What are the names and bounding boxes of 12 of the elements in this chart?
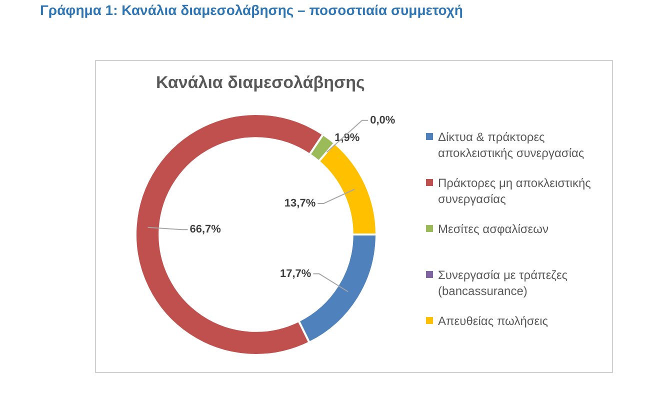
data-label: 13,7%	[284, 197, 316, 210]
chart-subtitle: Κανάλια διαμεσολάβησης	[156, 73, 365, 93]
data-label: 17,7%	[280, 268, 312, 280]
legend-label: Δίκτυα & πράκτορες αποκλειστικής συνεργασίας	[438, 130, 584, 160]
legend-label: Μεσίτες ασφαλίσεων	[438, 222, 548, 236]
legend-label: Απευθείας πωλήσεις	[438, 314, 548, 328]
chart-title: Γράφημα 1: Κανάλια διαμεσολάβησης – ποσοστιαία συμμετοχή	[40, 2, 463, 18]
legend-label: Συνεργασία με τράπεζες (bancassurance)	[438, 268, 568, 298]
text: 0,0%	[370, 114, 396, 126]
data-label: 66,7%	[190, 224, 222, 236]
data-label: 1,9%	[334, 132, 360, 144]
legend-label: Πράκτορες μη αποκλειστικής συνεργασίας	[438, 176, 591, 206]
